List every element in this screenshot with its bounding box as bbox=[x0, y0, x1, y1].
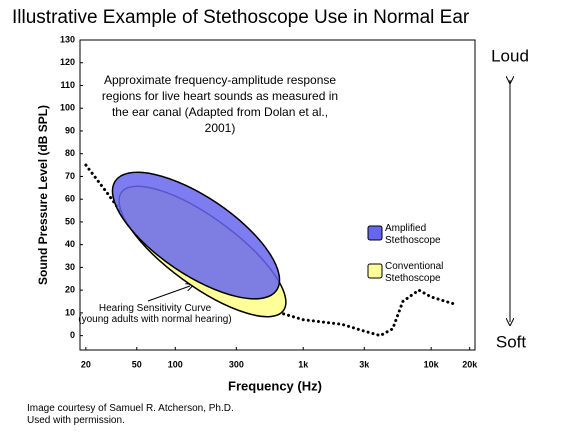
y-tick-label: 0 bbox=[70, 330, 75, 340]
legend-swatch bbox=[367, 225, 383, 241]
y-tick-label: 30 bbox=[65, 262, 75, 272]
loud-label: Loud bbox=[491, 46, 529, 65]
y-tick-label: 110 bbox=[60, 80, 75, 90]
curve-description: (young adults with normal hearing) bbox=[78, 314, 232, 325]
chart-title: Illustrative Example of Stethoscope Use … bbox=[12, 7, 470, 28]
x-tick-label: 300 bbox=[229, 359, 244, 369]
x-axis-label: Frequency (Hz) bbox=[228, 378, 322, 393]
y-tick-label: 100 bbox=[60, 103, 75, 113]
y-tick-label: 120 bbox=[60, 57, 75, 67]
y-tick-label: 80 bbox=[65, 148, 75, 158]
y-tick-label: 40 bbox=[65, 239, 75, 249]
soft-label: Soft bbox=[496, 332, 527, 351]
legend-label: Conventional Stethoscope bbox=[385, 261, 444, 284]
y-tick-label: 50 bbox=[65, 216, 75, 226]
y-tick-label: 60 bbox=[65, 194, 75, 204]
y-tick-label: 70 bbox=[65, 171, 75, 181]
y-tick-label: 90 bbox=[65, 125, 75, 135]
region bbox=[111, 171, 281, 300]
legend-swatch bbox=[367, 263, 383, 279]
x-tick-label: 100 bbox=[168, 359, 183, 369]
legend-label: Amplified Stethoscope bbox=[385, 223, 441, 246]
annotation: Approximate frequency-amplitude response… bbox=[101, 73, 339, 135]
y-axis-label: Sound Pressure Level (dB SPL) bbox=[36, 105, 50, 285]
x-tick-label: 20k bbox=[462, 359, 478, 369]
y-tick-label: 20 bbox=[65, 285, 75, 295]
curve-pointer bbox=[147, 286, 190, 302]
y-tick-label: 10 bbox=[65, 307, 75, 317]
curve-label: Hearing Sensitivity Curve bbox=[98, 303, 212, 314]
footer: Image courtesy of Samuel R. Atcherson, P… bbox=[27, 403, 234, 426]
x-tick-label: 10k bbox=[424, 359, 440, 369]
x-tick-label: 1k bbox=[298, 359, 309, 369]
x-tick-label: 20 bbox=[81, 359, 91, 369]
plot-frame bbox=[79, 39, 476, 351]
x-tick-label: 3k bbox=[359, 359, 370, 369]
y-tick-label: 130 bbox=[60, 34, 75, 44]
x-tick-label: 50 bbox=[132, 359, 142, 369]
